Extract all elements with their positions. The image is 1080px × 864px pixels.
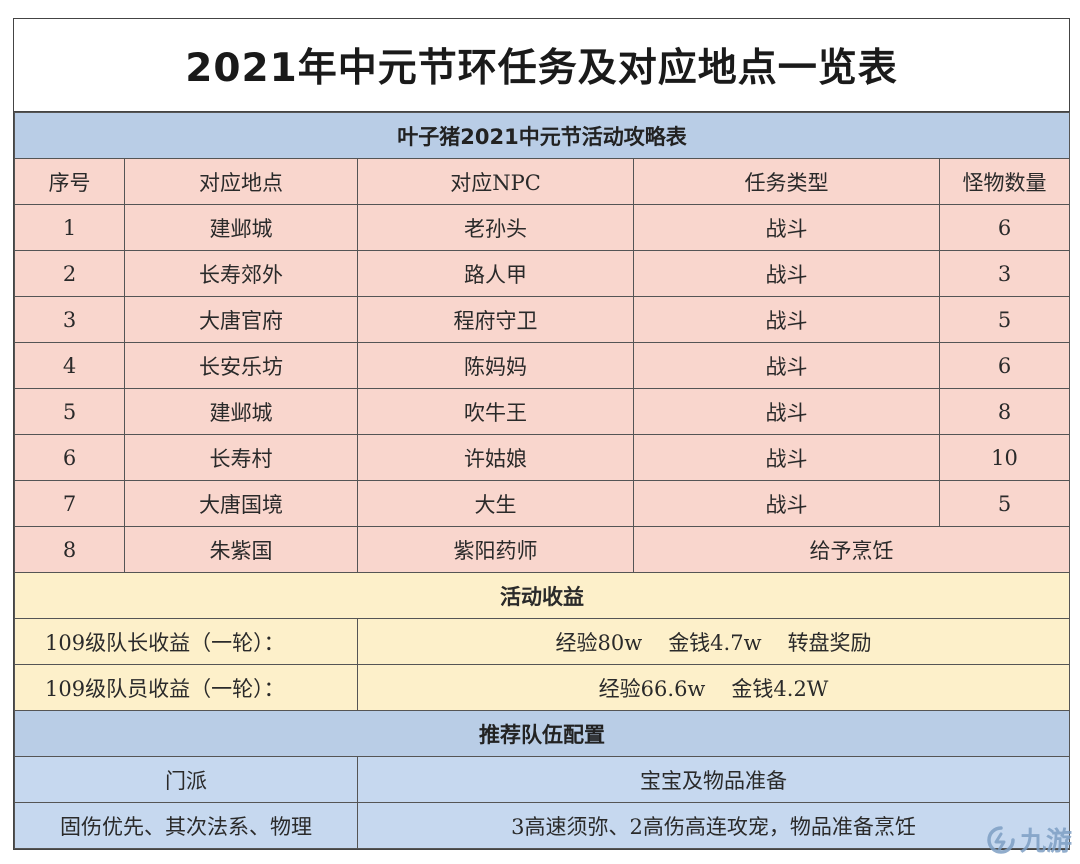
cell-no: 6 <box>14 434 125 481</box>
cell-type: 战斗 <box>633 342 940 389</box>
member-money: 金钱4.2W <box>731 676 829 701</box>
cell-type: 战斗 <box>633 296 940 343</box>
strategy-table-sheet: 2021年中元节环任务及对应地点一览表 叶子猪2021中元节活动攻略表 序号 对… <box>13 18 1071 850</box>
cell-no: 5 <box>14 388 125 435</box>
cell-type: 战斗 <box>633 388 940 435</box>
table-row: 8 朱紫国 紫阳药师 给予烹饪 <box>14 526 1071 573</box>
table-row: 6 长寿村 许姑娘 战斗 10 <box>14 434 1071 481</box>
watermark: 九游 <box>986 821 1072 858</box>
cell-place: 长寿村 <box>124 434 358 481</box>
cell-type: 战斗 <box>633 434 940 481</box>
team-header-row: 门派 宝宝及物品准备 <box>14 756 1071 803</box>
cell-place: 大唐国境 <box>124 480 358 527</box>
team-value-row: 固伤优先、其次法系、物理 3高速须弥、2高伤高连攻宠，物品准备烹饪 <box>14 802 1071 849</box>
cell-npc: 许姑娘 <box>357 434 634 481</box>
cell-place: 长安乐坊 <box>124 342 358 389</box>
cell-place: 大唐官府 <box>124 296 358 343</box>
team-col2-header: 宝宝及物品准备 <box>356 756 1071 803</box>
cell-count: 6 <box>938 342 1071 389</box>
table-row: 2 长寿郊外 路人甲 战斗 3 <box>14 250 1071 297</box>
leader-extra: 转盘奖励 <box>787 630 872 655</box>
cell-count: 5 <box>938 296 1071 343</box>
leader-money: 金钱4.7w <box>668 630 762 655</box>
cell-no: 1 <box>14 204 125 251</box>
title-row: 2021年中元节环任务及对应地点一览表 <box>14 19 1069 112</box>
team-heading-row: 推荐队伍配置 <box>13 710 1071 757</box>
team-col1-header: 门派 <box>14 756 358 803</box>
strategy-table: 叶子猪2021中元节活动攻略表 序号 对应地点 对应NPC 任务类型 怪物数量 … <box>13 112 1071 849</box>
table-row: 5 建邺城 吹牛王 战斗 8 <box>14 388 1071 435</box>
column-header-type: 任务类型 <box>633 158 940 205</box>
cell-no: 7 <box>14 480 125 527</box>
member-exp: 经验66.6w <box>598 676 706 701</box>
cell-count: 8 <box>938 388 1071 435</box>
cell-place: 长寿郊外 <box>124 250 358 297</box>
table-row: 7 大唐国境 大生 战斗 5 <box>14 480 1071 527</box>
income-row-leader: 109级队长收益（一轮）： 经验80w 金钱4.7w 转盘奖励 <box>14 618 1071 665</box>
cell-npc: 吹牛王 <box>357 388 634 435</box>
watermark-text: 九游 <box>1019 827 1072 857</box>
leader-income-values: 经验80w 金钱4.7w 转盘奖励 <box>356 618 1071 665</box>
cell-type: 给予烹饪 <box>632 526 1071 573</box>
income-row-member: 109级队员收益（一轮）： 经验66.6w 金钱4.2W <box>14 664 1071 711</box>
cell-no: 8 <box>14 526 125 573</box>
cell-place: 建邺城 <box>124 204 358 251</box>
subtitle: 叶子猪2021中元节活动攻略表 <box>13 112 1071 159</box>
column-header-no: 序号 <box>14 158 125 205</box>
cell-npc: 大生 <box>357 480 634 527</box>
team-col2-value: 3高速须弥、2高伤高连攻宠，物品准备烹饪 <box>356 802 1071 849</box>
cell-no: 2 <box>14 250 125 297</box>
cell-type: 战斗 <box>633 204 940 251</box>
cell-npc: 程府守卫 <box>357 296 634 343</box>
cell-npc: 陈妈妈 <box>357 342 634 389</box>
cell-count: 3 <box>938 250 1071 297</box>
leader-income-label: 109级队长收益（一轮）： <box>14 618 358 665</box>
member-income-label: 109级队员收益（一轮）： <box>14 664 358 711</box>
cell-npc: 老孙头 <box>357 204 634 251</box>
column-header-count: 怪物数量 <box>938 158 1071 205</box>
cell-count: 5 <box>938 480 1071 527</box>
header-row: 序号 对应地点 对应NPC 任务类型 怪物数量 <box>14 158 1071 205</box>
cell-npc: 路人甲 <box>357 250 634 297</box>
table-row: 3 大唐官府 程府守卫 战斗 5 <box>14 296 1071 343</box>
table-row: 4 长安乐坊 陈妈妈 战斗 6 <box>14 342 1071 389</box>
cell-place: 朱紫国 <box>124 526 358 573</box>
table-row: 1 建邺城 老孙头 战斗 6 <box>14 204 1071 251</box>
income-heading-row: 活动收益 <box>13 572 1071 619</box>
member-income-values: 经验66.6w 金钱4.2W <box>356 664 1071 711</box>
cell-count: 10 <box>938 434 1071 481</box>
cell-no: 4 <box>14 342 125 389</box>
team-col1-value: 固伤优先、其次法系、物理 <box>14 802 358 849</box>
team-heading: 推荐队伍配置 <box>13 710 1071 757</box>
subtitle-row: 叶子猪2021中元节活动攻略表 <box>13 112 1071 159</box>
jiuyou-logo-icon <box>987 825 1015 854</box>
cell-no: 3 <box>14 296 125 343</box>
column-header-place: 对应地点 <box>124 158 358 205</box>
cell-type: 战斗 <box>633 250 940 297</box>
cell-count: 6 <box>938 204 1071 251</box>
leader-exp: 经验80w <box>555 630 643 655</box>
cell-npc: 紫阳药师 <box>357 526 634 573</box>
cell-place: 建邺城 <box>124 388 358 435</box>
column-header-npc: 对应NPC <box>357 158 634 205</box>
income-heading: 活动收益 <box>13 572 1071 619</box>
page-title: 2021年中元节环任务及对应地点一览表 <box>185 46 898 91</box>
cell-type: 战斗 <box>633 480 940 527</box>
